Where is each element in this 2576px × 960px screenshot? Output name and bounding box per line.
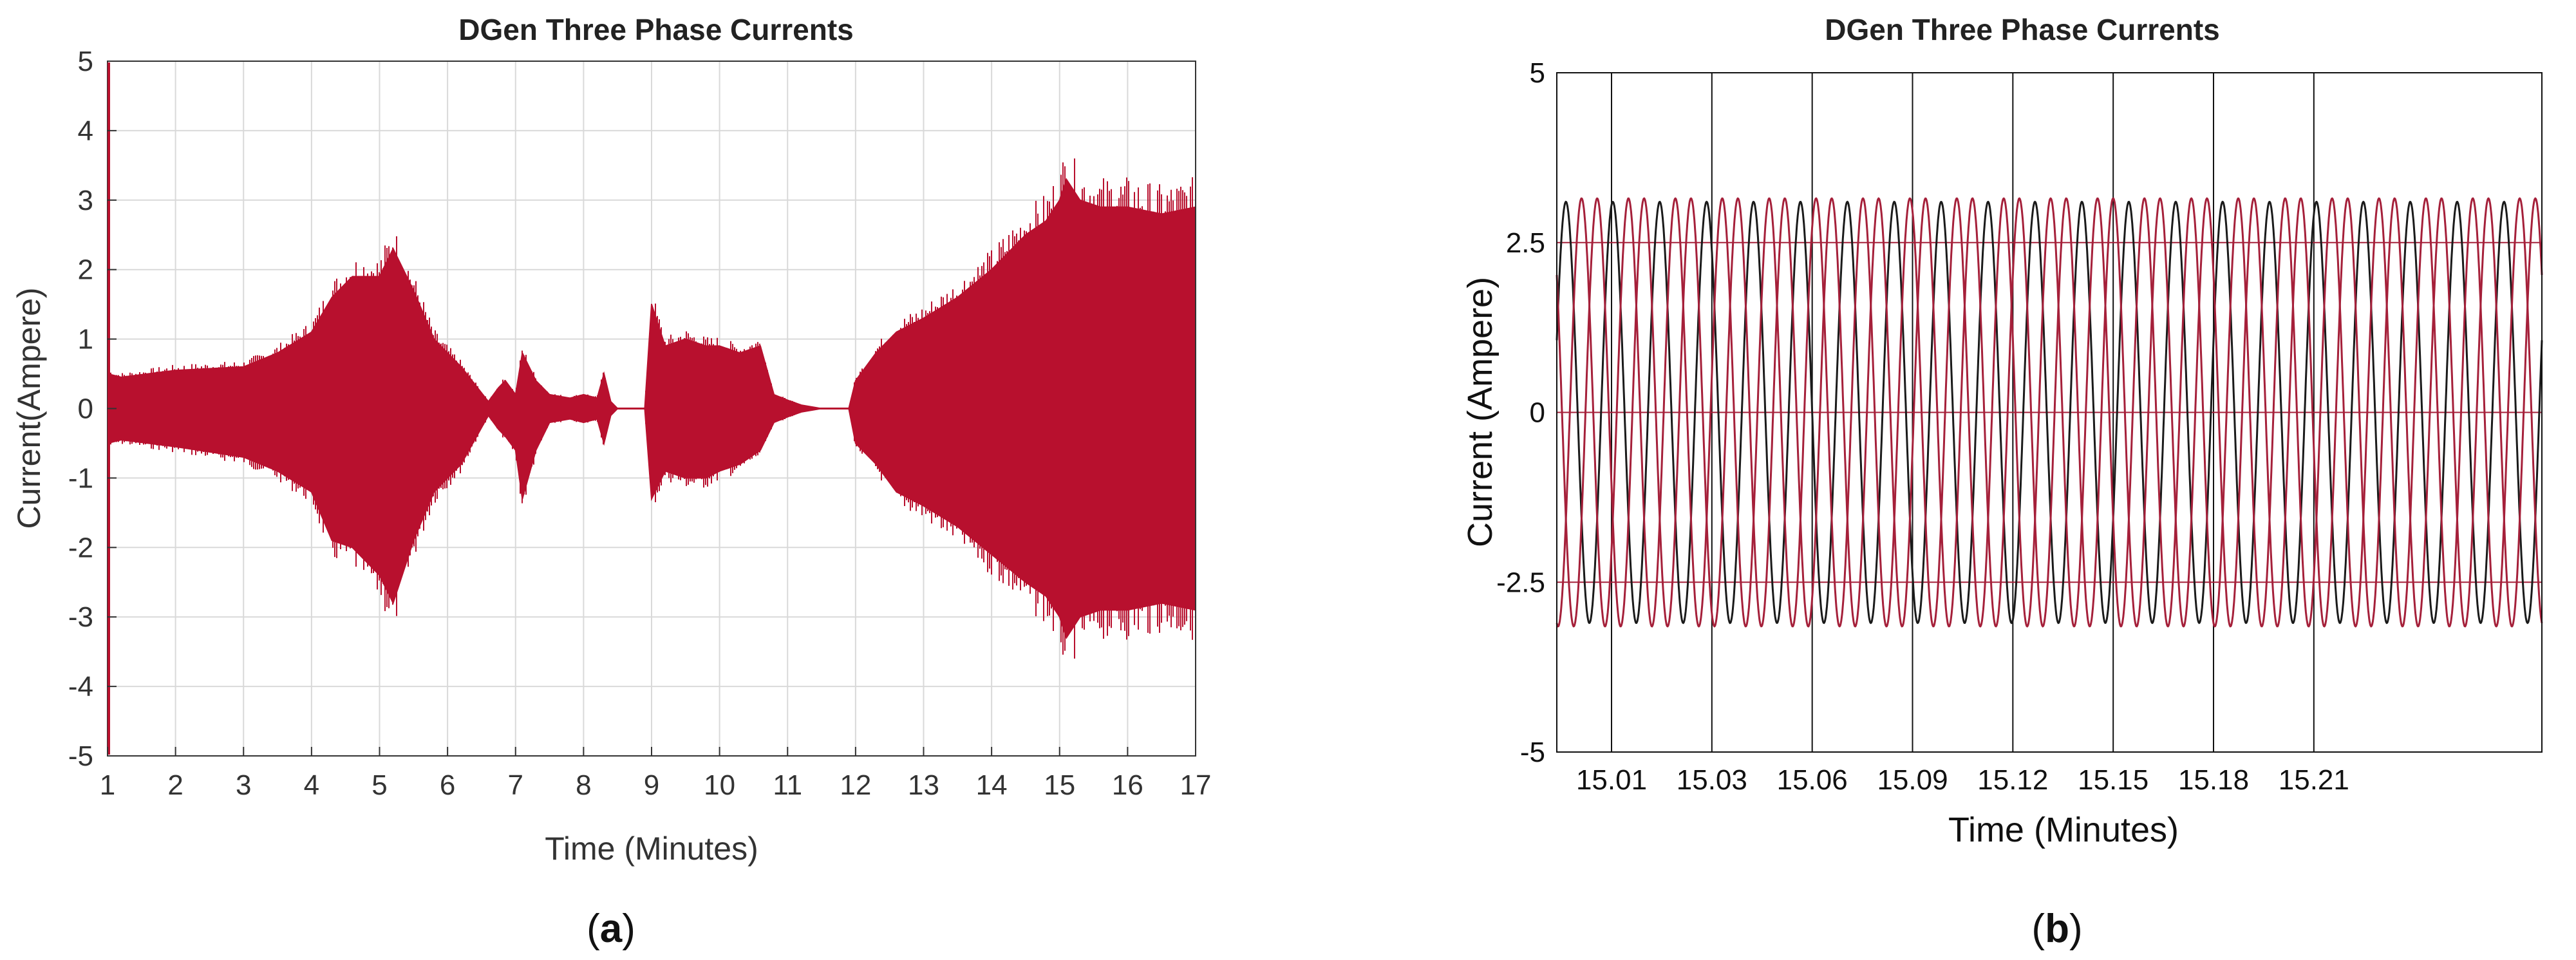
x-tick-label-a: 2 <box>167 769 183 801</box>
y-tick-label-b: -2.5 <box>1496 567 1545 598</box>
x-tick-label-a: 12 <box>840 769 871 801</box>
y-tick-label-b: 2.5 <box>1506 227 1545 259</box>
y-axis-label-b: Current (Ampere) <box>1461 277 1500 547</box>
x-tick-label-b: 15.06 <box>1777 764 1848 796</box>
x-tick-label-a: 1 <box>100 769 115 801</box>
y-tick-label-b: 5 <box>1530 57 1545 89</box>
chart-panel-b: DGen Three Phase Currents 15.01 15.03 15.0… <box>1461 13 2543 951</box>
plot-frame-b <box>1556 72 2543 753</box>
y-tick-label-a: 4 <box>78 115 93 147</box>
phase-current-line-b-1 <box>1556 200 2543 625</box>
x-tick-label-b: 15.21 <box>2279 764 2349 796</box>
x-tick-label-b: 15.01 <box>1576 764 1647 796</box>
y-axis-label-a: Current(Ampere) <box>11 287 47 529</box>
x-tick-label-a: 5 <box>371 769 387 801</box>
y-tick-label-a: -3 <box>68 601 93 633</box>
x-tick-label-b: 15.18 <box>2178 764 2249 796</box>
x-tick-label-a: 8 <box>576 769 591 801</box>
x-tick-label-a: 3 <box>236 769 251 801</box>
x-tick-label-a: 7 <box>508 769 523 801</box>
chart-panel-a: DGen Three Phase Currents 1 2 3 4 5 6 7 8 9 10 11 1… <box>11 13 1211 951</box>
y-tick-label-b: 0 <box>1530 397 1545 429</box>
x-tick-label-a: 14 <box>976 769 1008 801</box>
x-tick-label-a: 11 <box>773 769 802 801</box>
y-tick-label-a: -2 <box>68 532 93 563</box>
x-tick-label-b: 15.12 <box>1977 764 2048 796</box>
x-tick-label-b: 15.15 <box>2078 764 2148 796</box>
y-tick-label-a: -5 <box>68 740 93 772</box>
y-tick-label-a: 2 <box>78 254 93 286</box>
y-ticks-b: 5 2.5 0 -2.5 -5 <box>1496 57 1545 768</box>
y-tick-label-a: 1 <box>78 324 93 355</box>
y-tick-label-a: 3 <box>78 185 93 216</box>
x-tick-label-b: 15.09 <box>1877 764 1948 796</box>
phase-current-line-b-2 <box>1556 197 2543 628</box>
x-tick-label-a: 6 <box>440 769 455 801</box>
y-tick-label-a: -4 <box>68 671 93 702</box>
x-ticks-a: 1 2 3 4 5 6 7 8 9 10 11 12 13 14 15 16 17 <box>100 747 1212 801</box>
x-tick-label-b: 15.03 <box>1677 764 1747 796</box>
x-ticks-b: 15.01 15.03 15.06 15.09 15.12 15.15 15.18 15.21 <box>1576 764 2349 796</box>
x-tick-label-a: 10 <box>704 769 735 801</box>
x-axis-label-b: Time (Minutes) <box>1948 811 2179 849</box>
y-tick-label-a: 0 <box>78 393 93 425</box>
y-tick-label-a: -1 <box>68 462 93 494</box>
x-tick-label-a: 17 <box>1180 769 1212 801</box>
x-tick-label-a: 13 <box>908 769 939 801</box>
y-ticks-a: 5 4 3 2 1 0 -1 -2 -3 -4 -5 <box>68 46 117 772</box>
chart-title-b: DGen Three Phase Currents <box>1825 13 2220 46</box>
x-axis-label-a: Time (Minutes) <box>545 831 758 867</box>
phase-current-line-b-3 <box>1556 197 2543 628</box>
y-tick-label-b: -5 <box>1520 737 1545 768</box>
panel-label-a: (a) <box>587 907 635 951</box>
chart-title-a: DGen Three Phase Currents <box>458 13 854 46</box>
x-tick-label-a: 15 <box>1044 769 1075 801</box>
phase-currents-b <box>1556 197 2543 628</box>
y-tick-label-a: 5 <box>78 46 93 77</box>
x-tick-label-a: 4 <box>304 769 319 801</box>
x-tick-label-a: 9 <box>644 769 659 801</box>
x-tick-label-a: 16 <box>1112 769 1143 801</box>
gridlines-b <box>1557 73 2542 752</box>
panel-label-b: (b) <box>2031 907 2082 951</box>
